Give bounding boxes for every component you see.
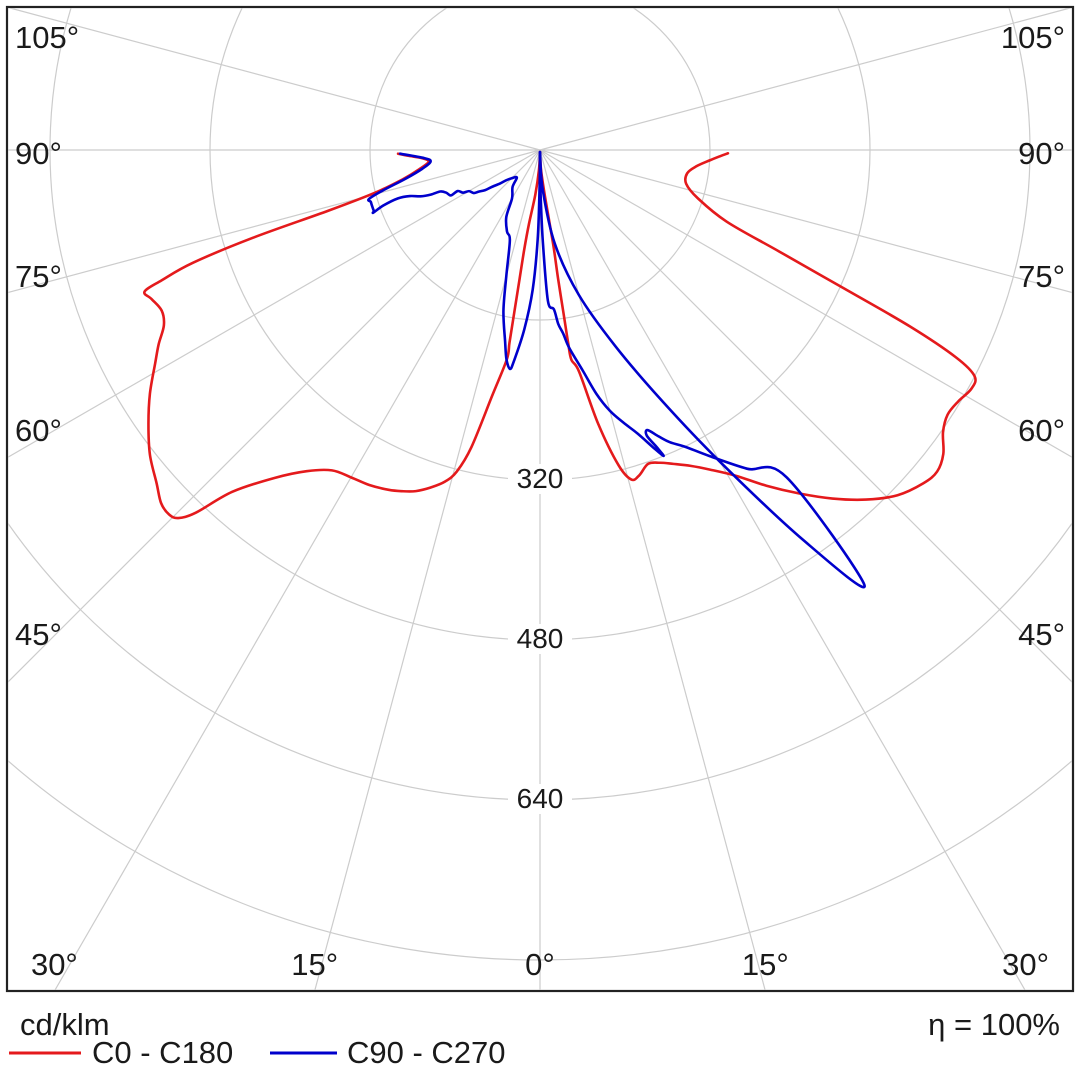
svg-text:15°: 15°: [742, 947, 789, 982]
svg-text:45°: 45°: [1018, 617, 1065, 652]
svg-text:0°: 0°: [525, 947, 555, 982]
svg-text:C90 - C270: C90 - C270: [347, 1035, 506, 1070]
svg-text:30°: 30°: [1002, 947, 1049, 982]
svg-text:105°: 105°: [1001, 20, 1065, 55]
svg-text:45°: 45°: [15, 617, 62, 652]
svg-text:105°: 105°: [15, 20, 79, 55]
svg-text:75°: 75°: [15, 259, 62, 294]
svg-text:90°: 90°: [15, 136, 62, 171]
svg-text:640: 640: [517, 783, 564, 814]
svg-text:75°: 75°: [1018, 259, 1065, 294]
svg-text:320: 320: [517, 463, 564, 494]
svg-text:60°: 60°: [15, 413, 62, 448]
svg-text:30°: 30°: [31, 947, 78, 982]
svg-text:90°: 90°: [1018, 136, 1065, 171]
svg-text:15°: 15°: [291, 947, 338, 982]
svg-text:η = 100%: η = 100%: [928, 1007, 1060, 1042]
svg-text:480: 480: [517, 623, 564, 654]
svg-text:60°: 60°: [1018, 413, 1065, 448]
svg-text:C0 - C180: C0 - C180: [92, 1035, 233, 1070]
